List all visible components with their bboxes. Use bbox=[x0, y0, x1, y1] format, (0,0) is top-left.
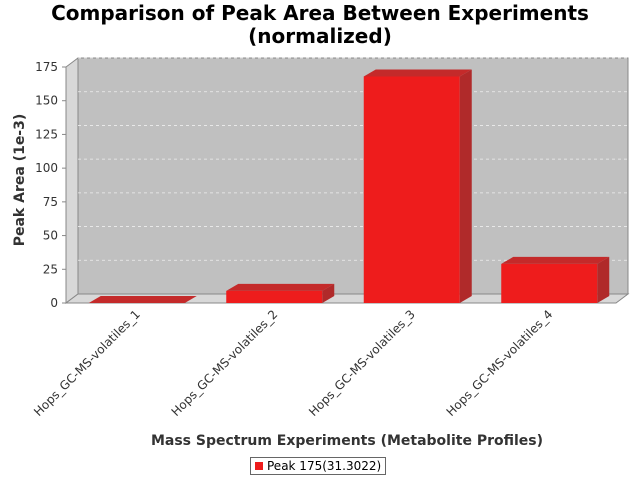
x-axis-label: Mass Spectrum Experiments (Metabolite Pr… bbox=[151, 433, 543, 449]
chart-title-line-1: Comparison of Peak Area Between Experime… bbox=[51, 1, 589, 25]
bar-top bbox=[88, 296, 197, 303]
bar-side bbox=[597, 256, 610, 303]
plot-back-wall bbox=[77, 57, 629, 295]
y-tick-label: 150 bbox=[35, 94, 58, 108]
bar bbox=[226, 283, 335, 303]
y-axis: 0 25 50 75 100 125 150 175 bbox=[35, 60, 67, 310]
bar-series bbox=[88, 69, 610, 303]
bar-top bbox=[501, 256, 610, 264]
x-tick-label: Hops_GC-MS-volatiles_2 bbox=[169, 307, 281, 419]
y-tick-label: 100 bbox=[35, 161, 58, 175]
plot-background bbox=[64, 57, 630, 304]
bar-front bbox=[501, 263, 598, 303]
legend: Peak 175(31.3022) bbox=[250, 457, 387, 475]
x-tick-label: Hops_GC-MS-volatiles_1 bbox=[31, 307, 143, 419]
y-tick-label: 50 bbox=[43, 229, 58, 243]
x-axis: Hops_GC-MS-volatiles_1 Hops_GC-MS-volatil… bbox=[31, 307, 555, 419]
bar-side bbox=[322, 283, 335, 303]
bar-top bbox=[363, 69, 472, 77]
y-tick-label: 25 bbox=[43, 262, 58, 276]
y-tick-label: 175 bbox=[35, 60, 58, 74]
y-axis-label: Peak Area (1e-3) bbox=[12, 114, 28, 247]
bar bbox=[88, 296, 197, 303]
bar-side bbox=[459, 69, 472, 303]
bar bbox=[501, 256, 610, 303]
chart-title-line-2: (normalized) bbox=[248, 24, 392, 48]
bar-front bbox=[363, 76, 460, 303]
y-tick-label: 0 bbox=[50, 296, 58, 310]
y-tick-label: 75 bbox=[43, 195, 58, 209]
legend-label: Peak 175(31.3022) bbox=[267, 459, 382, 473]
bar bbox=[363, 69, 472, 303]
bar-front bbox=[226, 290, 323, 303]
x-tick-label: Hops_GC-MS-volatiles_3 bbox=[306, 307, 418, 419]
plot-left-wall bbox=[65, 57, 79, 304]
y-tick-label: 125 bbox=[35, 127, 58, 141]
legend-swatch bbox=[255, 462, 263, 470]
x-tick-label: Hops_GC-MS-volatiles_4 bbox=[444, 307, 556, 419]
bar-top bbox=[226, 283, 335, 291]
chart-title: Comparison of Peak Area Between Experime… bbox=[0, 2, 640, 48]
